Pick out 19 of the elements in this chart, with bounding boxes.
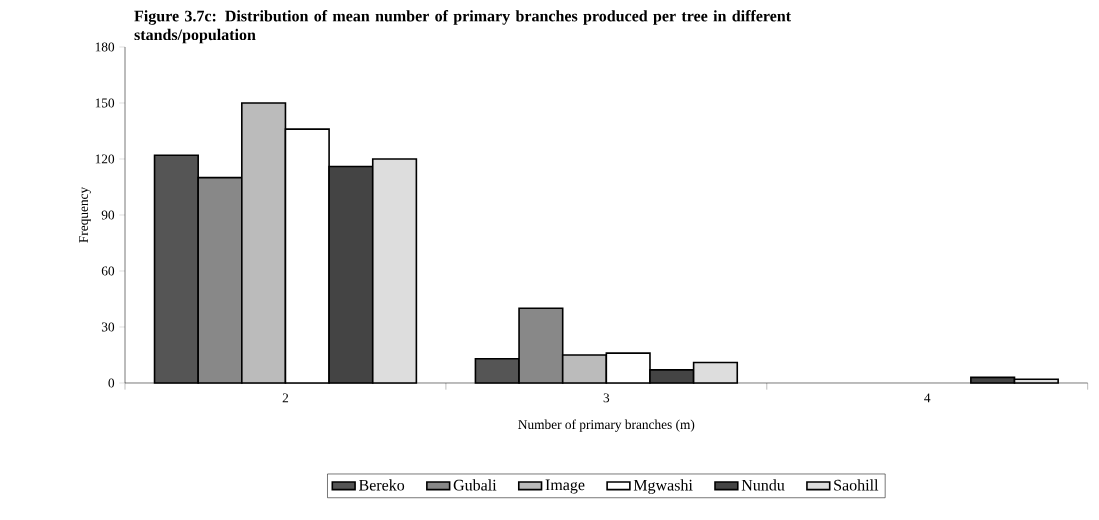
legend-label: Bereko — [358, 479, 405, 491]
legend-label: Saohill — [834, 479, 879, 491]
y-tick-label: 150 — [95, 98, 115, 108]
y-tick-label: 0 — [108, 378, 115, 388]
x-tick-label: 3 — [603, 393, 610, 403]
chart-title: Figure 3.7c: Distribution of mean number of primary branches produced per tree in different stands/population — [134, 10, 791, 44]
x-tick-label: 4 — [924, 393, 931, 403]
legend-label: Nundu — [741, 479, 785, 491]
y-axis-title: Frequency — [79, 186, 91, 243]
legend-label: Mgwashi — [633, 479, 693, 494]
y-tick-label: 60 — [101, 266, 115, 276]
legend-label: Gubali — [453, 479, 497, 491]
x-tick-label: 2 — [282, 393, 289, 403]
y-tick-label: 90 — [101, 210, 115, 220]
x-axis-title: Number of primary branches (m) — [518, 419, 695, 432]
legend-label: Image — [545, 479, 585, 494]
y-tick-label: 180 — [95, 42, 115, 52]
y-tick-label: 120 — [95, 154, 115, 164]
y-tick-label: 30 — [101, 322, 115, 332]
